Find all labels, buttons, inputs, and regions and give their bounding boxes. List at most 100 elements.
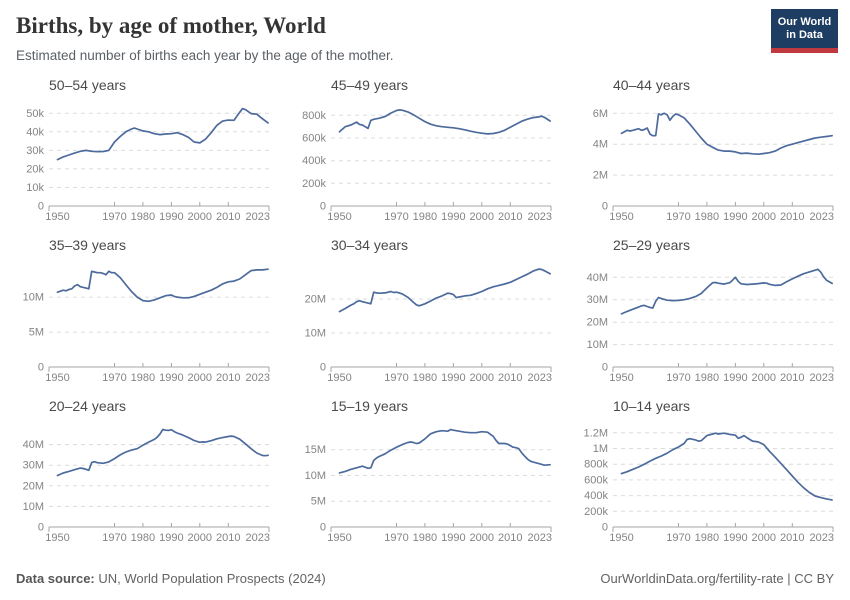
chart-canvas-10-14: 0 200k 400k 600k 800k 1M 1.2M 1950 1970 1980 1990 2… [584,427,834,544]
x-tick-label: 2023 [810,211,834,223]
x-tick-label: 2000 [752,372,776,384]
y-tick-label: 10M [305,470,326,482]
x-tick-label: 1970 [384,532,408,544]
x-tick-label: 2000 [188,372,212,384]
x-tick-label: 1980 [131,532,155,544]
owid-logo[interactable]: Our World in Data [771,9,838,54]
x-tick-label: 2010 [216,532,240,544]
x-tick-label: 2000 [470,211,494,223]
y-tick-label: 40M [587,272,608,284]
y-tick-label: 0 [320,201,326,213]
x-tick-label: 2000 [470,532,494,544]
y-tick-label: 0 [320,522,326,534]
x-tick-label: 1950 [327,372,351,384]
y-tick-label: 20k [26,164,44,176]
chart-10-14-years: 10–14 years 0 200k 400k 600k 800k 1M 1.2M 1950 1… [578,397,836,547]
owid-logo-line1: Our World [777,16,832,28]
x-tick-label: 1980 [413,211,437,223]
y-tick-label: 10k [26,182,44,194]
x-tick-label: 2023 [528,372,552,384]
x-tick-label: 1980 [695,211,719,223]
x-tick-label: 1970 [666,532,690,544]
y-tick-label: 2M [593,170,608,182]
chart-canvas-20-24: 0 10M 20M 30M 40M 1950 1970 1980 1990 2000 2010 202… [23,428,270,544]
x-tick-label: 1980 [413,532,437,544]
y-tick-label: 0 [38,522,44,534]
footer-source-text: UN, World Population Prospects (2024) [94,571,326,586]
y-tick-label: 30M [23,460,44,472]
x-tick-label: 2010 [780,372,804,384]
y-tick-label: 400k [584,490,608,502]
y-tick-label: 30k [26,145,44,157]
charts-grid: 50–54 years 0 10k 20k 30k 40k 50k 1950 1970 1980… [0,76,850,547]
x-tick-label: 1970 [102,211,126,223]
x-tick-label: 2010 [780,532,804,544]
x-tick-label: 2023 [810,532,834,544]
chart-canvas-25-29: 0 10M 20M 30M 40M 1950 1970 1980 1990 2000 2010 202… [587,268,834,384]
footer-source: Data source: UN, World Population Prospe… [16,571,326,586]
y-tick-label: 0 [602,201,608,213]
chart-title: 10–14 years [613,397,691,414]
footer-source-label: Data source: [16,571,95,586]
chart-canvas-35-39: 0 5M 10M 1950 1970 1980 1990 2000 2010 2023 [23,268,270,384]
chart-25-29-years: 25–29 years 0 10M 20M 30M 40M 1950 1970 1980 199… [578,237,836,386]
x-tick-label: 1990 [441,372,465,384]
data-line [338,428,551,474]
y-tick-label: 10M [305,327,326,339]
y-tick-label: 600k [584,475,608,487]
y-tick-label: 1.2M [584,427,608,439]
chart-title: 45–49 years [331,76,409,93]
x-tick-label: 1990 [159,372,183,384]
chart-40-44-years: 40–44 years 0 2M 4M 6M 1950 1970 1980 1990 2000 2… [578,76,836,226]
y-tick-label: 600k [302,133,326,145]
x-tick-label: 1990 [723,532,747,544]
x-tick-label: 1990 [441,211,465,223]
x-tick-label: 1970 [666,211,690,223]
data-line [56,108,269,161]
x-tick-label: 1970 [666,372,690,384]
x-tick-label: 1950 [327,211,351,223]
chart-canvas-50-54: 0 10k 20k 30k 40k 50k 1950 1970 1980 1990 2000 2010… [26,108,270,223]
chart-title: 15–19 years [331,397,409,414]
y-tick-label: 50k [26,108,44,120]
data-line [620,112,833,156]
y-tick-label: 10M [587,339,608,351]
y-tick-label: 800k [584,459,608,471]
chart-title: 35–39 years [49,237,127,254]
y-tick-label: 400k [302,156,326,168]
chart-30-34-years: 30–34 years 0 10M 20M 1950 1970 1980 1990 2000 2… [296,237,554,386]
x-tick-label: 2023 [246,532,270,544]
y-tick-label: 20M [305,293,326,305]
page-title: Births, by age of mother, World [16,13,326,38]
x-tick-label: 1990 [723,211,747,223]
x-tick-label: 1990 [441,532,465,544]
footer: Data source: UN, World Population Prospe… [0,563,850,600]
y-tick-label: 0 [602,522,608,534]
x-tick-label: 2010 [498,372,522,384]
y-tick-label: 10M [23,501,44,513]
x-tick-label: 1950 [45,372,69,384]
x-tick-label: 1950 [609,211,633,223]
y-tick-label: 0 [38,361,44,373]
chart-canvas-30-34: 0 10M 20M 1950 1970 1980 1990 2000 2010 2023 [305,267,552,384]
chart-title: 50–54 years [49,76,127,93]
y-tick-label: 800k [302,110,326,122]
x-tick-label: 1950 [609,372,633,384]
chart-canvas-45-49: 0 200k 400k 600k 800k 1950 1970 1980 1990 2000 201… [302,109,552,223]
x-tick-label: 2010 [216,372,240,384]
header: Births, by age of mother, World Estimate… [0,0,850,64]
y-tick-label: 40M [23,439,44,451]
x-tick-label: 1970 [102,532,126,544]
y-tick-label: 6M [593,108,608,120]
y-tick-label: 0 [602,361,608,373]
x-tick-label: 2000 [752,211,776,223]
x-tick-label: 1990 [723,372,747,384]
chart-50-54-years: 50–54 years 0 10k 20k 30k 40k 50k 1950 1970 1980… [14,76,272,226]
x-tick-label: 2023 [246,372,270,384]
footer-link[interactable]: OurWorldinData.org/fertility-rate [600,571,784,586]
chart-title: 40–44 years [613,76,691,93]
y-tick-label: 4M [593,139,608,151]
x-tick-label: 1980 [131,372,155,384]
x-tick-label: 2000 [188,211,212,223]
chart-canvas-15-19: 0 5M 10M 15M 1950 1970 1980 1990 2000 2010 2023 [305,428,552,544]
